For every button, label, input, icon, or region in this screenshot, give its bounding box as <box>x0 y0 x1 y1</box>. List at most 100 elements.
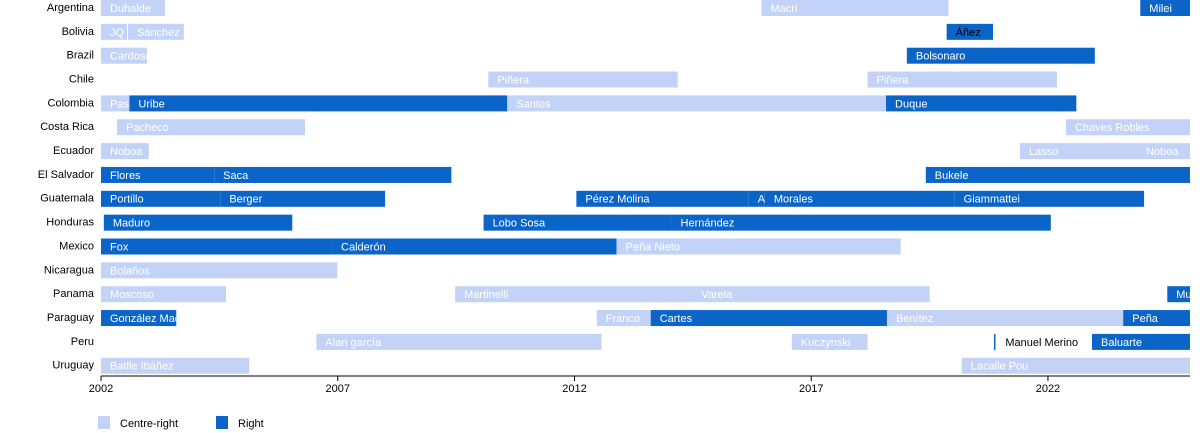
term-label: Noboa <box>110 146 143 158</box>
term-label: Pas <box>110 98 129 110</box>
term-bar <box>576 190 749 207</box>
term-bar <box>101 95 130 112</box>
category-label: Chile <box>69 73 94 85</box>
term-label: Duque <box>895 98 927 110</box>
x-tick-label: 2017 <box>799 383 823 395</box>
term-label: Flores <box>110 170 141 182</box>
term-label: JQ <box>110 27 125 39</box>
term-label: Noboa <box>1146 146 1179 158</box>
category-label: Mexico <box>59 240 94 252</box>
term-label: Lasso <box>1029 146 1058 158</box>
category-label: Argentina <box>47 2 95 14</box>
category-label: Brazil <box>66 50 94 62</box>
term-label: Santos <box>516 98 551 110</box>
term-bar <box>129 95 508 112</box>
term-label: Cardoso <box>110 51 152 63</box>
term-label: Benítez <box>896 313 933 325</box>
term-label: Hernández <box>681 218 735 230</box>
term-bar <box>1091 333 1190 350</box>
term-label: Kuczynski <box>801 337 851 349</box>
term-label: Alan garcía <box>325 337 382 349</box>
term-bar <box>748 190 765 207</box>
category-label: El Salvador <box>38 169 95 181</box>
term-bar <box>101 262 338 279</box>
category-label: Colombia <box>48 97 95 109</box>
term-label: Calderón <box>341 241 386 253</box>
term-label: Moscoso <box>110 289 154 301</box>
term-bar <box>103 214 293 231</box>
category-label: Costa Rica <box>40 121 95 133</box>
term-label: Berger <box>229 194 262 206</box>
x-tick-label: 2002 <box>89 383 113 395</box>
term-bar <box>101 310 177 327</box>
term-label: Piñera <box>497 74 530 86</box>
term-label: Sánchez <box>137 27 180 39</box>
term-label: Áñez <box>956 26 981 39</box>
term-label: Bolaños <box>110 265 150 277</box>
category-label: Nicaragua <box>44 264 95 276</box>
term-label: Manuel Merino <box>1005 337 1078 349</box>
term-bar <box>507 95 887 112</box>
term-bar <box>596 310 651 327</box>
term-bar <box>692 286 930 303</box>
term-bar <box>101 143 149 160</box>
term-label: Piñera <box>877 74 910 86</box>
term-bar <box>946 23 994 40</box>
term-bar <box>764 190 955 207</box>
term-label: Macri <box>771 3 798 15</box>
legend-swatch <box>98 416 110 429</box>
term-bar <box>1020 143 1137 160</box>
term-label: Martinelli <box>464 289 508 301</box>
x-tick-label: 2022 <box>1036 383 1060 395</box>
term-label: Mu <box>1176 289 1191 301</box>
term-bar <box>886 95 1077 112</box>
term-label: Baluarte <box>1101 337 1142 349</box>
term-label: Uribe <box>138 98 164 110</box>
category-label: Uruguay <box>52 360 94 372</box>
term-bar <box>616 238 901 255</box>
term-label: Lacalle Pou <box>971 361 1028 373</box>
category-label: Ecuador <box>53 145 94 157</box>
category-label: Guatemala <box>40 193 95 205</box>
category-label: Paraguay <box>47 312 95 324</box>
x-tick-label: 2012 <box>562 383 586 395</box>
term-label: Lobo Sosa <box>493 218 546 230</box>
term-bar <box>650 310 887 327</box>
term-bar <box>101 238 333 255</box>
term-label: Chaves Robles <box>1075 122 1150 134</box>
term-label: Cartes <box>660 313 693 325</box>
term-bar <box>1136 143 1190 160</box>
term-label: Morales <box>774 194 814 206</box>
term-bar <box>1140 0 1190 16</box>
term-bar <box>101 47 147 64</box>
term-label: AM <box>758 194 775 206</box>
term-bar <box>993 333 996 350</box>
term-bar <box>906 47 1095 64</box>
term-label: Batlle Ibáñez <box>110 361 174 373</box>
term-label: Peña Nieto <box>626 241 680 253</box>
term-bar <box>220 190 386 207</box>
term-label: Maduro <box>113 218 150 230</box>
term-bar <box>214 166 452 183</box>
term-label: González Mac <box>110 313 181 325</box>
term-bar <box>101 166 215 183</box>
term-bar <box>761 0 949 16</box>
term-label: Pérez Molina <box>585 194 650 206</box>
term-bar <box>488 71 678 88</box>
term-bar <box>101 286 226 303</box>
category-label: Bolivia <box>62 26 95 38</box>
category-label: Honduras <box>46 217 94 229</box>
term-label: Bolsonaro <box>916 51 966 63</box>
term-label: Pacheco <box>126 122 169 134</box>
term-bar <box>671 214 1051 231</box>
term-bar <box>101 0 165 16</box>
term-bar <box>954 190 1145 207</box>
term-bar <box>1065 119 1190 136</box>
legend-label: Right <box>238 418 264 430</box>
term-bar <box>961 357 1190 374</box>
term-bar <box>1123 310 1190 327</box>
term-label: Franco <box>606 313 640 325</box>
term-label: Duhalde <box>110 3 151 15</box>
term-bar <box>101 23 128 40</box>
